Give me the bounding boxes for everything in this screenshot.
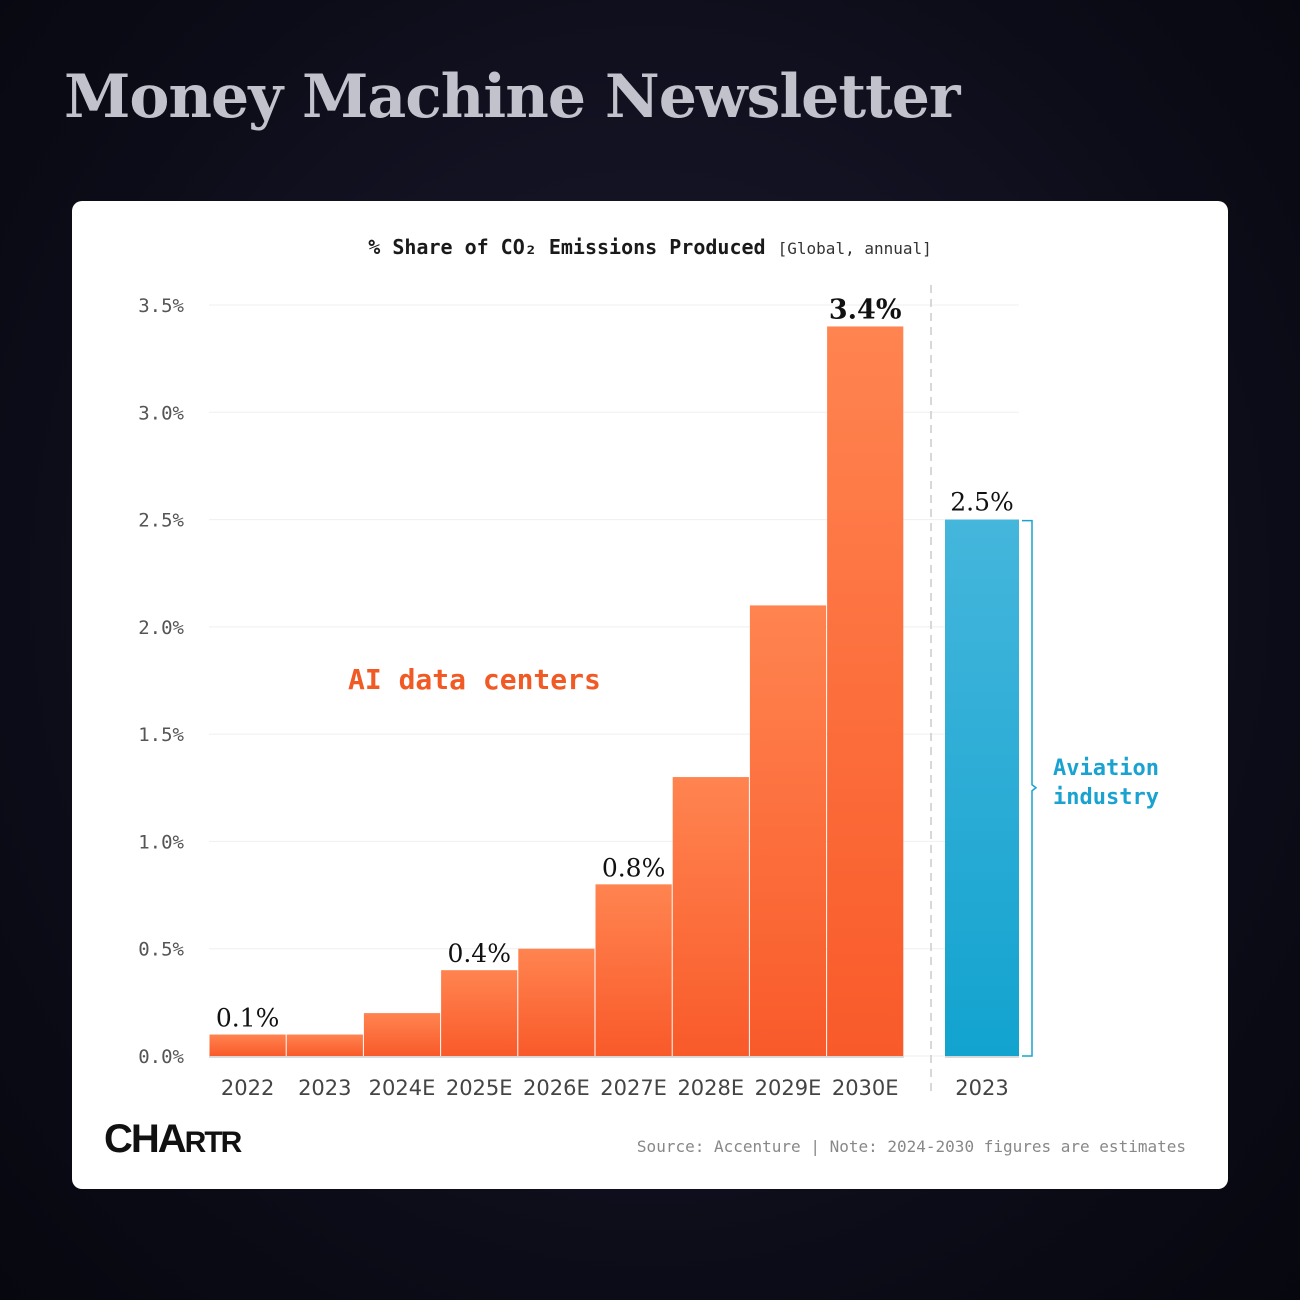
data-label: 0.8% bbox=[602, 853, 666, 882]
ai-bar bbox=[672, 777, 749, 1056]
ai-bar bbox=[518, 948, 595, 1056]
x-tick-label: 2026E bbox=[523, 1076, 590, 1100]
x-tick-label: 2030E bbox=[832, 1076, 899, 1100]
x-tick-label: 2023 bbox=[955, 1076, 1008, 1100]
source-note: Source: Accenture | Note: 2024-2030 figu… bbox=[636, 1137, 1186, 1156]
chart-card: % Share of CO₂ Emissions Produced [Globa… bbox=[72, 201, 1228, 1189]
ai-bar bbox=[209, 1034, 286, 1056]
aviation-series-label: Aviation industry bbox=[1053, 754, 1213, 812]
y-tick-label: 3.5% bbox=[138, 295, 184, 317]
x-tick-label: 2027E bbox=[600, 1076, 667, 1100]
y-tick-label: 2.0% bbox=[138, 617, 184, 639]
ai-bar bbox=[286, 1034, 363, 1056]
x-tick-label: 2022 bbox=[221, 1076, 274, 1100]
y-tick-label: 3.0% bbox=[138, 402, 184, 424]
aviation-bar bbox=[945, 519, 1019, 1056]
data-label: 2.5% bbox=[950, 488, 1014, 517]
aviation-label-line1: Aviation bbox=[1053, 756, 1159, 781]
y-tick-label: 2.5% bbox=[138, 510, 184, 532]
ai-series-label: AI data centers bbox=[348, 663, 601, 696]
x-tick-label: 2029E bbox=[755, 1076, 822, 1100]
data-label: 0.1% bbox=[216, 1004, 280, 1033]
data-label: 3.4% bbox=[829, 294, 902, 325]
bar-chart: 0.0% 0.5% 1.0% 1.5% 2.0% 2.5% 3.0% 3.5% 2022 0.1%… bbox=[138, 285, 1038, 1100]
x-tick-label: 2028E bbox=[677, 1076, 744, 1100]
aviation-label-line2: industry bbox=[1053, 785, 1159, 810]
y-tick-label: 1.5% bbox=[138, 724, 184, 746]
data-label: 0.4% bbox=[447, 939, 511, 968]
ai-bar bbox=[827, 326, 904, 1056]
y-tick-label: 0.5% bbox=[138, 939, 184, 961]
chart-title-main: % Share of CO₂ Emissions Produced bbox=[368, 235, 766, 259]
logo-text-big: CHA bbox=[104, 1117, 187, 1161]
y-tick-label: 0.0% bbox=[138, 1046, 184, 1068]
ai-bar bbox=[595, 884, 672, 1056]
x-tick-label: 2024E bbox=[369, 1076, 436, 1100]
ai-bar bbox=[749, 605, 827, 1056]
ai-bar bbox=[363, 1013, 441, 1056]
chart-subtitle: [Global, annual] bbox=[777, 239, 932, 258]
x-tick-label: 2025E bbox=[446, 1076, 513, 1100]
logo-text-small: RTR bbox=[184, 1126, 243, 1159]
newsletter-title: Money Machine Newsletter bbox=[64, 62, 961, 132]
ai-bar bbox=[441, 970, 518, 1056]
y-tick-label: 1.0% bbox=[138, 831, 184, 853]
chart-title: % Share of CO₂ Emissions Produced [Globa… bbox=[72, 235, 1228, 259]
chartr-logo: CHARTR bbox=[104, 1117, 243, 1162]
x-tick-label: 2023 bbox=[298, 1076, 351, 1100]
aviation-bracket bbox=[1022, 519, 1038, 1057]
